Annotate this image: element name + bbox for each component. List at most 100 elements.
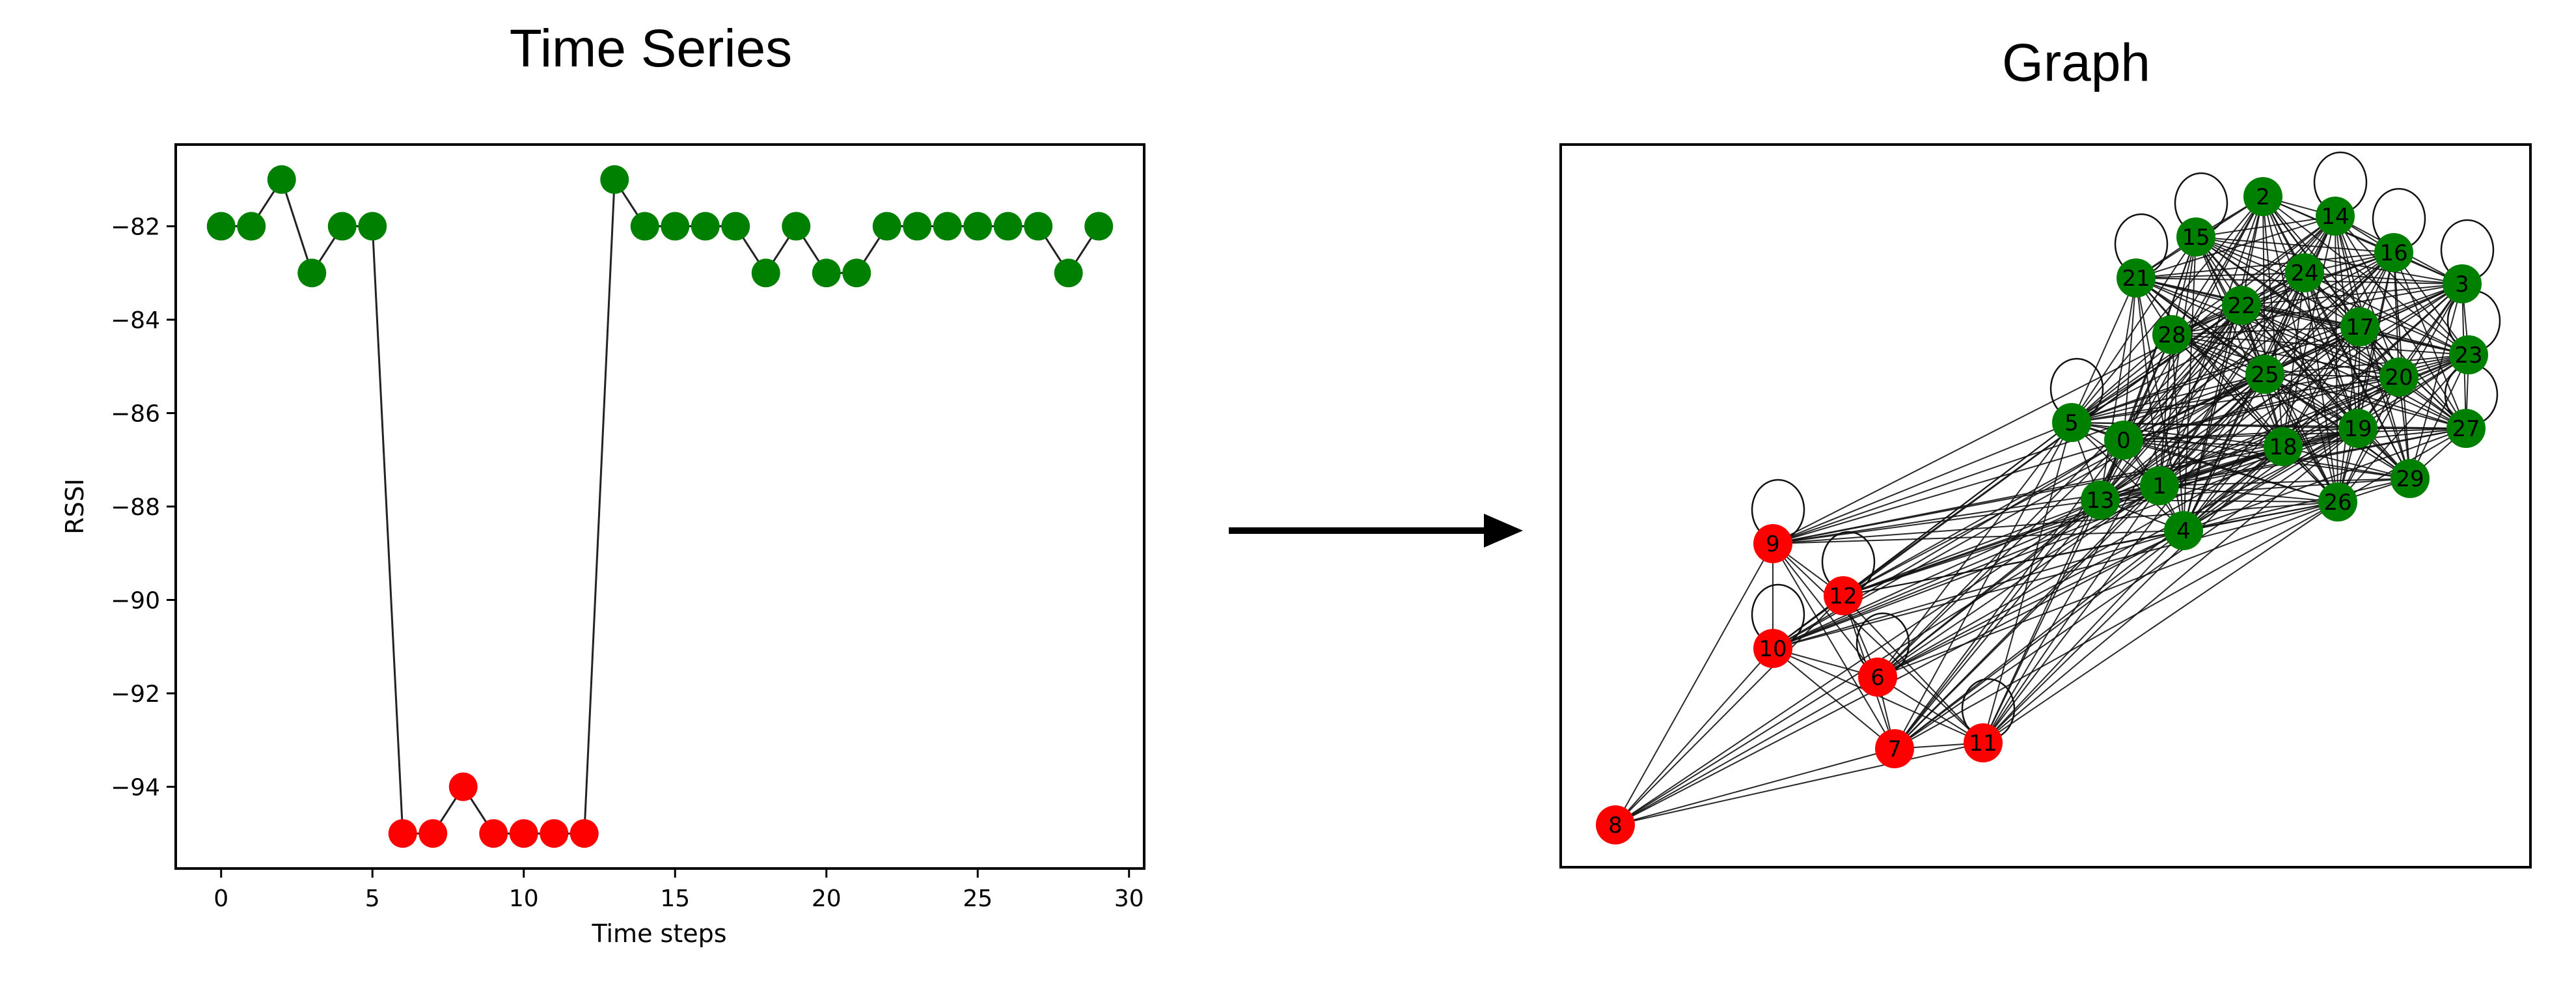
graph-edge <box>2262 196 2284 447</box>
graph-node-label: 20 <box>2385 365 2413 391</box>
graph-edge <box>2159 283 2463 486</box>
data-point <box>812 258 841 288</box>
data-point <box>1054 258 1083 288</box>
y-axis-ticks: −82 −84 −86 −88 −90 −92 −94 <box>111 214 176 801</box>
data-point <box>1024 212 1053 241</box>
data-point <box>630 212 659 241</box>
graph-edge <box>1843 422 2072 596</box>
graph-edge <box>1772 439 2124 544</box>
graph-node-label: 19 <box>2344 416 2372 442</box>
graph-node-label: 22 <box>2227 293 2255 319</box>
graph-edge <box>1615 530 2184 826</box>
x-axis-ticks: 0 5 10 15 20 25 30 <box>213 869 1144 912</box>
graph-edge <box>2337 252 2394 503</box>
y-tick-label: −82 <box>111 214 160 241</box>
graph-node <box>2152 315 2191 354</box>
graph-node <box>1824 576 1863 615</box>
graph-node <box>2340 307 2379 346</box>
graph-edge <box>1877 374 2266 678</box>
graph-edge <box>2071 277 2137 423</box>
graph-edge <box>2195 236 2463 285</box>
graph-edge <box>1894 530 2184 749</box>
data-point <box>872 212 901 241</box>
x-tick-label: 15 <box>660 885 690 912</box>
data-point <box>418 819 448 848</box>
graph-edge <box>2264 374 2467 429</box>
graph-edge <box>2135 272 2305 279</box>
time-series-chart: 0 5 10 15 20 25 30 −82 −84 −86 −88 −90 −92 −94 Time … <box>61 143 1145 948</box>
graph-node <box>2164 511 2203 550</box>
y-tick-label: −94 <box>111 774 160 801</box>
graph-edge <box>1615 742 1984 826</box>
x-tick-label: 10 <box>509 885 539 912</box>
graph-edge <box>1982 446 2284 744</box>
graph-node <box>2318 482 2357 521</box>
graph-node <box>2374 233 2413 272</box>
graph-edge <box>1615 676 1878 826</box>
series-polyline <box>221 176 1100 835</box>
graph-node-label: 5 <box>2064 410 2079 436</box>
graph-node-label: 18 <box>2269 434 2297 460</box>
graph-edge <box>2171 334 2184 531</box>
graph-edge <box>2171 334 2400 378</box>
graph-node <box>1753 524 1792 563</box>
graph-edge <box>2304 272 2411 479</box>
graph-edge <box>1877 446 2284 678</box>
graph-edge <box>1894 422 2072 749</box>
graph-edge <box>2264 215 2336 375</box>
graph-edge <box>2135 277 2400 378</box>
graph-edge <box>2264 354 2469 375</box>
y-tick-label: −90 <box>111 587 160 614</box>
data-point <box>540 819 569 848</box>
data-point <box>842 258 871 288</box>
graph-edge <box>2183 374 2266 531</box>
graph-node <box>2264 427 2303 466</box>
data-point <box>1084 212 1114 241</box>
graph-node-label: 17 <box>2346 314 2374 341</box>
graph-node-label: 2 <box>2256 184 2270 210</box>
graph-edge <box>1877 501 2338 678</box>
graph-edge <box>2304 272 2359 429</box>
graph-edge <box>1982 422 2072 744</box>
graph-edge <box>2304 272 2338 503</box>
graph-edge <box>2195 215 2336 238</box>
graph-node-label: 6 <box>1870 665 1885 691</box>
x-axis-label: Time steps <box>591 919 726 948</box>
data-point <box>448 772 478 801</box>
graph-edge <box>1877 428 2359 678</box>
x-tick-label: 0 <box>213 885 228 912</box>
data-point <box>569 819 599 848</box>
graph-node <box>2243 177 2282 216</box>
graph-node-label: 28 <box>2158 322 2185 348</box>
graph-edge <box>2171 215 2336 335</box>
y-tick-label: −86 <box>111 401 160 428</box>
graph-edge <box>2123 305 2242 441</box>
graph-node-label: 14 <box>2321 204 2349 230</box>
x-tick-label: 25 <box>963 885 993 912</box>
graph-edge <box>2335 215 2338 503</box>
graph-node <box>2081 480 2120 520</box>
graph-node <box>1596 805 1635 844</box>
graph-edge <box>2071 236 2197 423</box>
graph-edge <box>2241 215 2336 306</box>
graph-node <box>2379 357 2418 396</box>
graph-node-label: 25 <box>2251 362 2279 388</box>
graph-edge <box>2183 283 2463 531</box>
graph-edge <box>1843 439 2124 596</box>
data-point <box>963 212 993 241</box>
graph-node <box>2391 459 2430 498</box>
graph-node-label: 1 <box>2152 473 2167 499</box>
graph-edge <box>1772 439 2124 649</box>
data-point <box>993 212 1022 241</box>
graph-edge <box>1772 422 2072 544</box>
graph-edge <box>2159 196 2264 486</box>
graph-edge <box>2183 428 2359 531</box>
data-point <box>327 212 357 241</box>
y-tick-label: −88 <box>111 494 160 521</box>
graph-edge <box>2393 252 2469 355</box>
graph-edge <box>1877 530 2184 678</box>
graph-edge <box>2195 236 2467 429</box>
graph-node-label: 27 <box>2452 416 2480 442</box>
graph-edge <box>2171 334 2467 429</box>
